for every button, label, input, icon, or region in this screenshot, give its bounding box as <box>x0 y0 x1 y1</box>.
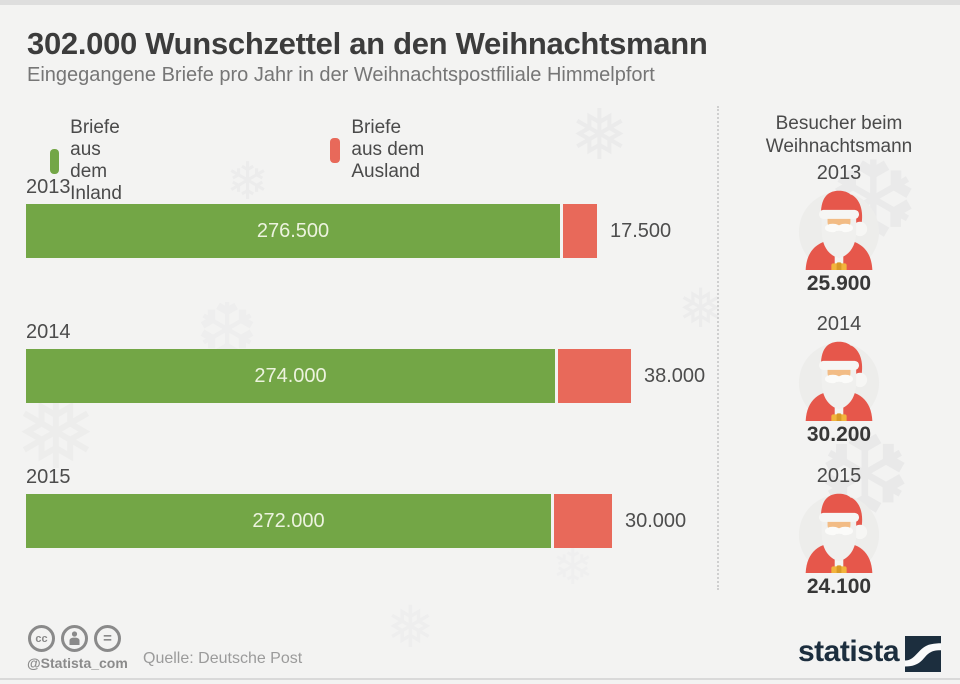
legend-swatch-red <box>330 137 341 163</box>
visitor-year: 2015 <box>816 465 862 487</box>
legend-item-ausland: Briefe aus dem Ausland <box>330 117 435 183</box>
year-label: 2013 <box>26 176 71 198</box>
bottom-border <box>0 678 960 680</box>
inland-bar-2014: 274.000 <box>26 349 555 403</box>
snowflake-icon: ❄ <box>552 538 594 596</box>
santa-icon <box>798 190 880 270</box>
visitor-year: 2014 <box>816 313 862 335</box>
visitors-header: Besucher beim Weihnachtsmann <box>718 112 960 158</box>
inland-value-label: 272.000 <box>252 509 325 532</box>
visitor-block-2014: 2014 30.200 <box>718 313 960 447</box>
statista-logo-mark <box>905 636 942 672</box>
cc-by-person-icon <box>61 625 88 652</box>
page-subtitle: Eingegangene Briefe pro Jahr in der Weih… <box>27 64 655 86</box>
inland-value-label: 276.500 <box>256 219 330 242</box>
ausland-bar-2015 <box>554 494 612 548</box>
ausland-bar-2013 <box>563 204 597 258</box>
source-text: Quelle: Deutsche Post <box>143 650 303 667</box>
santa-icon <box>798 341 880 421</box>
statista-logo: statista <box>798 634 942 672</box>
cc-icon: cc <box>28 625 55 652</box>
statista-logo-text: statista <box>798 635 900 668</box>
visitor-block-2013: 2013 25.900 <box>718 162 960 296</box>
inland-bar-2013: 276.500 <box>26 204 560 258</box>
bar-row-2013: 2013 276.500 17.500 <box>26 176 726 258</box>
year-label: 2014 <box>26 321 71 343</box>
ausland-bar-2014 <box>558 349 631 403</box>
bar-row-2014: 2014 274.000 38.000 <box>26 321 726 403</box>
santa-icon <box>798 493 880 573</box>
visitor-value: 24.100 <box>806 575 872 598</box>
statista-handle: @Statista_com <box>27 655 128 671</box>
snowflake-icon: ❅ <box>386 593 435 661</box>
ausland-value-label: 17.500 <box>610 219 672 242</box>
visitors-header-line2: Weihnachtsmann <box>765 136 913 157</box>
visitor-block-2015: 2015 24.100 <box>718 465 960 599</box>
inland-value-label: 274.000 <box>254 364 327 387</box>
dotted-divider <box>717 106 719 590</box>
ausland-value-label: 38.000 <box>644 364 706 387</box>
snowflake-icon: ❅ <box>678 277 724 340</box>
snowflake-icon: ❅ <box>570 94 629 176</box>
cc-nd-icon: = <box>94 625 121 652</box>
visitors-header-line1: Besucher beim <box>775 113 903 134</box>
cc-license-badges: cc = <box>28 625 121 652</box>
ausland-value-label: 30.000 <box>625 509 687 532</box>
page-title: 302.000 Wunschzettel an den Weihnachtsma… <box>27 26 708 61</box>
snowflake-icon: ❄ <box>226 152 270 212</box>
legend-label: Briefe aus dem Inland <box>70 117 122 204</box>
bar-row-2015: 2015 272.000 30.000 <box>26 466 726 548</box>
visitor-year: 2013 <box>816 162 862 184</box>
top-border <box>0 0 960 5</box>
visitor-value: 30.200 <box>806 423 872 446</box>
year-label: 2015 <box>26 466 71 488</box>
legend-item-inland: Briefe aus dem Inland <box>50 117 138 205</box>
legend-label: Briefe aus dem Ausland <box>351 117 425 182</box>
visitor-value: 25.900 <box>806 272 872 295</box>
legend-swatch-green <box>50 148 60 174</box>
inland-bar-2015: 272.000 <box>26 494 551 548</box>
